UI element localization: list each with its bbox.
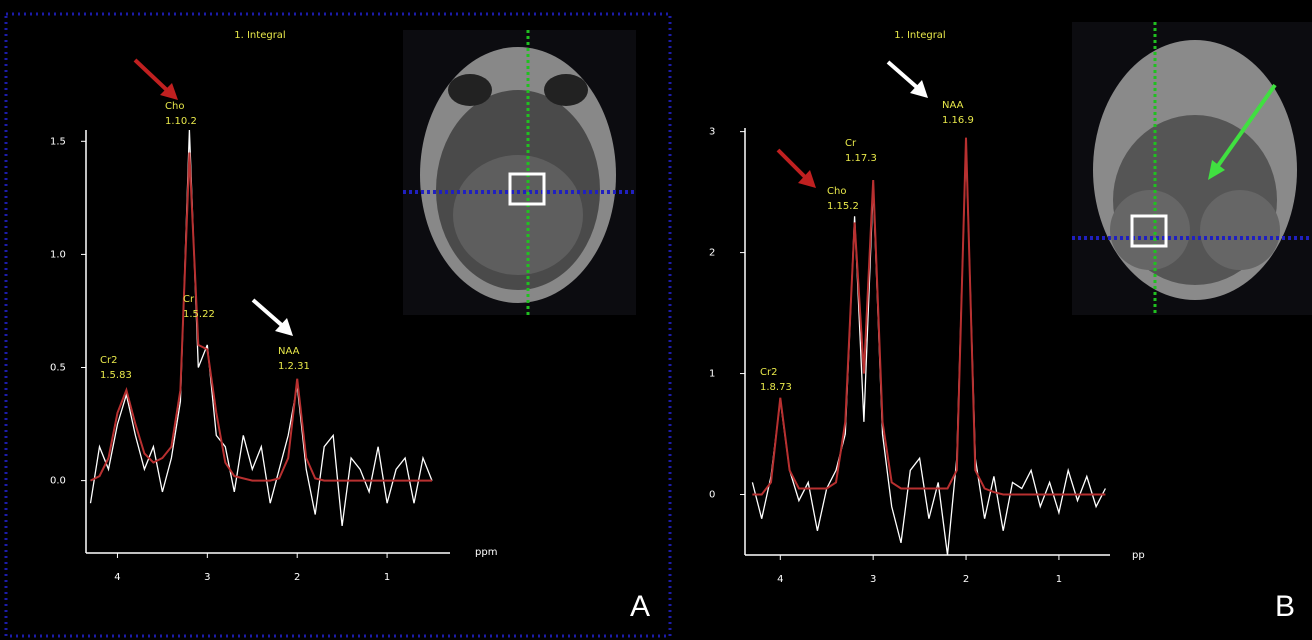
panel-label: B [1275, 590, 1295, 623]
peak-value: 1.15.2 [827, 201, 859, 212]
y-tick-label: 0.0 [50, 476, 66, 487]
page: {"chart_data": [ {"type": "line", "title… [0, 0, 1312, 640]
y-tick-label: 1.5 [50, 136, 66, 147]
peak-value: 1.17.3 [845, 153, 877, 164]
chart-title: 1. Integral [894, 30, 945, 41]
x-tick-label: 2 [294, 572, 300, 583]
peak-value: 1.10.2 [165, 116, 197, 127]
x-tick-label: 4 [114, 572, 120, 583]
y-tick-label: 0.5 [50, 363, 66, 374]
peak-value: 1.5.83 [100, 370, 132, 381]
peak-name: Cr [845, 138, 857, 149]
x-tick-label: 1 [384, 572, 390, 583]
y-tick-label: 1.0 [50, 249, 66, 260]
y-tick-label: 3 [709, 127, 715, 138]
x-axis-label: ppm [475, 547, 497, 558]
peak-name: Cho [827, 186, 846, 197]
peak-value: 1.8.73 [760, 382, 792, 393]
peak-value: 1.5.22 [183, 309, 215, 320]
peak-value: 1.16.9 [942, 115, 974, 126]
y-tick-label: 1 [709, 369, 715, 380]
x-tick-label: 1 [1056, 574, 1062, 585]
peak-name: Cr [183, 294, 195, 305]
x-tick-label: 3 [204, 572, 210, 583]
y-tick-label: 2 [709, 248, 715, 259]
mri-inset [403, 30, 636, 315]
x-tick-label: 4 [777, 574, 783, 585]
peak-name: NAA [942, 100, 964, 111]
x-tick-label: 2 [963, 574, 969, 585]
panel-label: A [630, 590, 650, 623]
peak-name: Cr2 [100, 355, 117, 366]
y-tick-label: 0 [709, 490, 715, 501]
mri-inset [1072, 22, 1312, 315]
peak-value: 1.2.31 [278, 361, 310, 372]
peak-name: NAA [278, 346, 300, 357]
chart-title: 1. Integral [234, 30, 285, 41]
figure: 1. IntegralAppm0.00.51.01.54321Cr21.5.83… [0, 0, 1312, 640]
x-axis-label: pp [1132, 550, 1145, 561]
x-tick-label: 3 [870, 574, 876, 585]
peak-name: Cho [165, 101, 184, 112]
peak-name: Cr2 [760, 367, 777, 378]
